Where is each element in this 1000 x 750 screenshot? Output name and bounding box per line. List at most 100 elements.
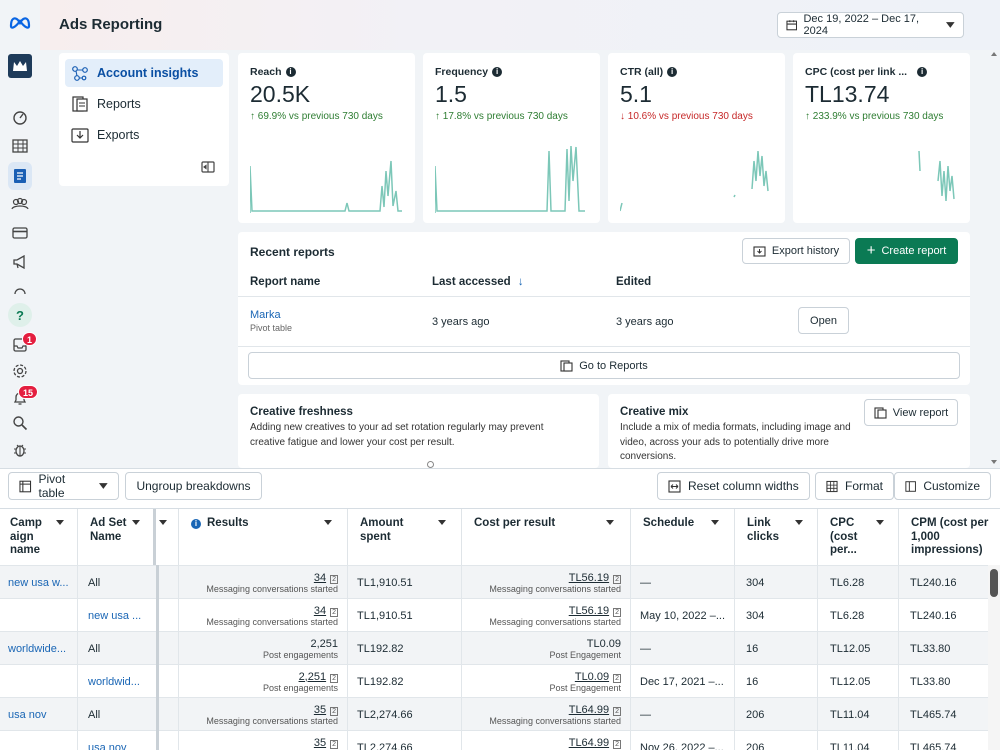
col-cost-per-result[interactable]: Cost per result (462, 509, 631, 565)
audiences-icon[interactable] (8, 192, 32, 216)
campaign-name-cell[interactable]: new usa w... (8, 576, 69, 589)
table-row[interactable]: new usa ... 34 2 Messaging conversations … (0, 598, 988, 631)
col-last-accessed[interactable]: Last accessed ↓ (432, 276, 524, 288)
table-scrollbar[interactable] (988, 565, 1000, 750)
col-campaign-name[interactable]: Camp aign name (0, 509, 78, 565)
campaign-name-cell[interactable] (8, 665, 76, 698)
table-row[interactable]: usa nov 352 Messaging conversations star… (0, 730, 988, 750)
scroll-down-arrow-icon[interactable] (991, 460, 997, 464)
table-icon[interactable] (8, 134, 32, 158)
table-row[interactable]: new usa w... All 34 2 Messaging conversat… (0, 565, 988, 598)
export-history-button[interactable]: Export history (742, 238, 850, 264)
col-results[interactable]: i Results (179, 509, 348, 565)
cost-per-result-cell[interactable]: TL0.09 Post Engagement (462, 632, 621, 665)
info-icon[interactable]: i (917, 67, 928, 77)
metric-card-frequency[interactable]: Frequency i 1.5 ↑ 17.8% vs previous 730 d… (423, 53, 600, 223)
info-icon[interactable]: i (492, 67, 503, 77)
col-adset-name[interactable]: Ad Set Name (78, 509, 156, 565)
results-cell[interactable]: 2,251 2 Post engagements (179, 665, 338, 698)
format-button[interactable]: Format (815, 472, 894, 500)
cpr-value[interactable]: TL0.09 (574, 670, 610, 683)
caret-down-icon[interactable] (795, 520, 803, 525)
reports-icon[interactable] (8, 162, 32, 190)
view-report-button[interactable]: View report (864, 399, 958, 426)
cpr-value[interactable]: TL56.19 (568, 571, 610, 584)
adset-name-cell[interactable]: new usa ... (88, 609, 142, 622)
campaign-name-cell[interactable] (8, 599, 76, 632)
results-value[interactable]: 34 (313, 571, 327, 584)
results-cell[interactable]: 352 Messaging conversations started (179, 731, 338, 750)
collapse-panel-icon[interactable] (201, 161, 215, 173)
ungroup-breakdowns-button[interactable]: Ungroup breakdowns (125, 472, 262, 500)
results-value[interactable]: 35 (313, 703, 327, 716)
scroll-up-arrow-icon[interactable] (991, 52, 997, 56)
search-icon[interactable] (8, 411, 32, 435)
metric-card-reach[interactable]: Reach i 20.5K ↑ 69.9% vs previous 730 day… (238, 53, 415, 223)
table-row[interactable]: worldwide... All 2,251 Post engagements … (0, 631, 988, 664)
campaign-name-cell[interactable]: usa nov (8, 708, 47, 721)
open-report-button[interactable]: Open (798, 307, 849, 334)
caret-down-icon[interactable] (438, 520, 446, 525)
caret-down-icon[interactable] (711, 520, 719, 525)
caret-down-icon[interactable] (56, 520, 64, 525)
cpr-value[interactable]: TL64.99 (568, 703, 610, 716)
metric-card-cpc[interactable]: CPC (cost per link ... i TL13.74 ↑ 233.9%… (793, 53, 970, 223)
campaign-name-cell[interactable] (8, 731, 76, 750)
metric-card-ctr[interactable]: CTR (all) i 5.1 ↓ 10.6% vs previous 730 d… (608, 53, 785, 223)
col-cpm[interactable]: CPM (cost per 1,000 impressions) (899, 509, 1000, 565)
adset-name-cell[interactable]: worldwid... (88, 675, 140, 688)
caret-down-icon[interactable] (324, 520, 332, 525)
account-avatar-icon[interactable] (8, 54, 32, 78)
col-schedule[interactable]: Schedule (631, 509, 735, 565)
col-report-name[interactable]: Report name (250, 276, 321, 288)
reset-column-widths-button[interactable]: Reset column widths (657, 472, 810, 500)
col-link-clicks[interactable]: Link clicks (735, 509, 818, 565)
go-to-reports-button[interactable]: Go to Reports (248, 352, 960, 379)
results-value[interactable]: 34 (313, 604, 327, 617)
info-icon[interactable]: i (667, 67, 678, 77)
table-scrollbar-thumb[interactable] (990, 569, 998, 597)
info-icon[interactable]: i (191, 519, 201, 529)
info-icon[interactable]: i (285, 67, 296, 77)
report-name-link[interactable]: Marka (250, 309, 281, 321)
results-cell[interactable]: 2,251 Post engagements (179, 632, 338, 665)
date-range-picker[interactable]: Dec 19, 2022 – Dec 17, 2024 (777, 12, 964, 38)
billing-card-icon[interactable] (8, 221, 32, 245)
cpr-value[interactable]: TL64.99 (568, 736, 610, 749)
frozen-column-divider[interactable] (156, 565, 159, 750)
settings-gear-icon[interactable] (8, 359, 32, 383)
adset-name-cell[interactable]: usa nov (88, 741, 127, 750)
cost-per-result-cell[interactable]: TL0.09 2 Post Engagement (462, 665, 621, 698)
table-row[interactable]: usa nov All 35 2 Messaging conversations … (0, 697, 988, 730)
help-icon[interactable]: ? (8, 303, 32, 327)
nav-account-insights[interactable]: Account insights (65, 59, 223, 87)
customize-button[interactable]: Customize (894, 472, 991, 500)
caret-down-icon[interactable] (876, 520, 884, 525)
results-value[interactable]: 2,251 (298, 670, 327, 683)
caret-down-icon[interactable] (132, 520, 140, 525)
nav-exports[interactable]: Exports (65, 121, 223, 149)
meta-logo-icon[interactable] (8, 10, 32, 34)
caret-down-icon[interactable] (159, 520, 167, 525)
table-row[interactable]: worldwid... 2,251 2 Post engagements TL19… (0, 664, 988, 697)
results-cell[interactable]: 34 2 Messaging conversations started (179, 599, 338, 632)
results-value[interactable]: 35 (313, 736, 327, 749)
col-edited[interactable]: Edited (616, 276, 652, 288)
cost-per-result-cell[interactable]: TL64.992 Messaging conversations started (462, 731, 621, 750)
cost-per-result-cell[interactable]: TL56.19 2 Messaging conversations started (462, 599, 621, 632)
cpr-value[interactable]: TL56.19 (568, 604, 610, 617)
cost-per-result-cell[interactable]: TL56.19 2 Messaging conversations started (462, 566, 621, 599)
col-cpc[interactable]: CPC (cost per... (818, 509, 899, 565)
pivot-table-dropdown[interactable]: Pivot table (8, 472, 119, 500)
page-scrollbar[interactable] (988, 50, 1000, 468)
nav-reports[interactable]: Reports (65, 90, 223, 118)
results-cell[interactable]: 34 2 Messaging conversations started (179, 566, 338, 599)
dashboard-icon[interactable] (8, 105, 32, 129)
bug-report-icon[interactable] (8, 438, 32, 462)
col-amount-spent[interactable]: Amount spent (348, 509, 462, 565)
create-report-button[interactable]: + Create report (855, 238, 958, 264)
campaign-name-cell[interactable]: worldwide... (8, 642, 67, 655)
megaphone-icon[interactable] (8, 250, 32, 274)
